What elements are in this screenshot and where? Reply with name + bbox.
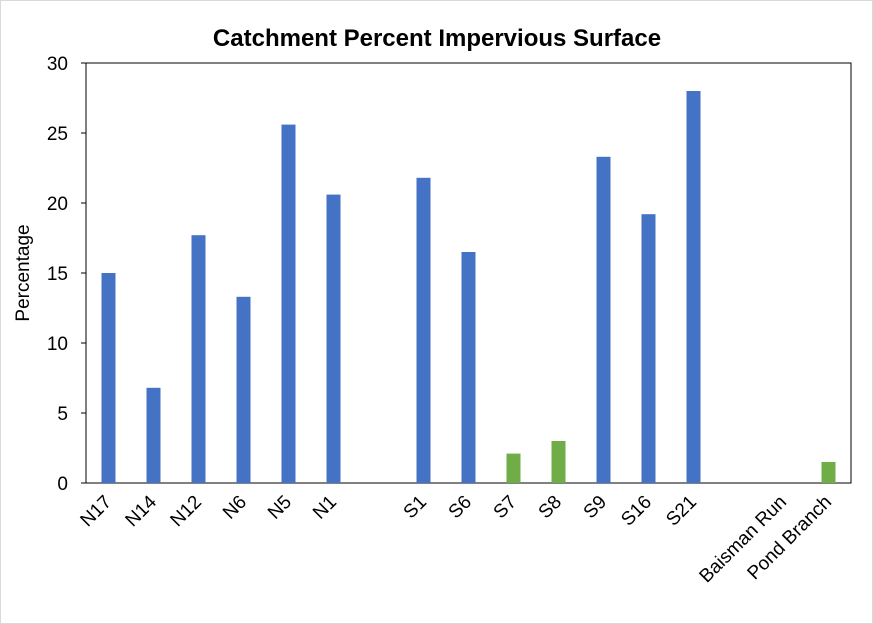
- x-tick-label: S9: [580, 492, 611, 523]
- y-tick-label: 5: [57, 404, 68, 425]
- y-tick-label: 30: [47, 54, 68, 75]
- bar-s8: [551, 441, 566, 483]
- y-tick-label: 0: [57, 474, 68, 495]
- bar-s7: [506, 453, 521, 483]
- y-axis-title: Percentage: [13, 224, 34, 321]
- bar-s21: [686, 91, 701, 483]
- bar-s1: [416, 177, 431, 484]
- bar-s16: [641, 214, 656, 483]
- y-axis-ticks: 0 5 10 15 20 25 30: [47, 54, 86, 495]
- x-tick-label: S1: [400, 492, 431, 523]
- bar-n14: [146, 387, 161, 483]
- chart-title: Catchment Percent Impervious Surface: [213, 25, 661, 52]
- bars-group: [101, 91, 836, 484]
- y-tick-label: 10: [47, 334, 68, 355]
- bar-pond-branch: [821, 462, 836, 483]
- x-tick-label: S8: [535, 492, 566, 523]
- bar-n1: [326, 194, 341, 483]
- bar-n5: [281, 124, 296, 483]
- y-tick-label: 20: [47, 194, 68, 215]
- x-tick-label: N1: [309, 492, 341, 524]
- x-tick-label: N6: [219, 492, 251, 524]
- x-tick-label: S7: [490, 492, 521, 523]
- x-tick-label: N14: [122, 491, 162, 531]
- x-tick-label: S16: [617, 492, 656, 531]
- bar-s6: [461, 252, 476, 483]
- x-tick-label: N12: [167, 492, 206, 531]
- y-tick-label: 25: [47, 124, 68, 145]
- bar-n12: [191, 235, 206, 483]
- x-tick-label: S6: [445, 492, 476, 523]
- bar-s9: [596, 156, 611, 484]
- y-tick-label: 15: [47, 264, 68, 285]
- bar-n17: [101, 273, 116, 483]
- x-tick-label: N5: [264, 492, 296, 524]
- bar-n6: [236, 296, 251, 483]
- x-tick-label: S21: [662, 492, 701, 531]
- x-tick-label: N17: [77, 492, 116, 531]
